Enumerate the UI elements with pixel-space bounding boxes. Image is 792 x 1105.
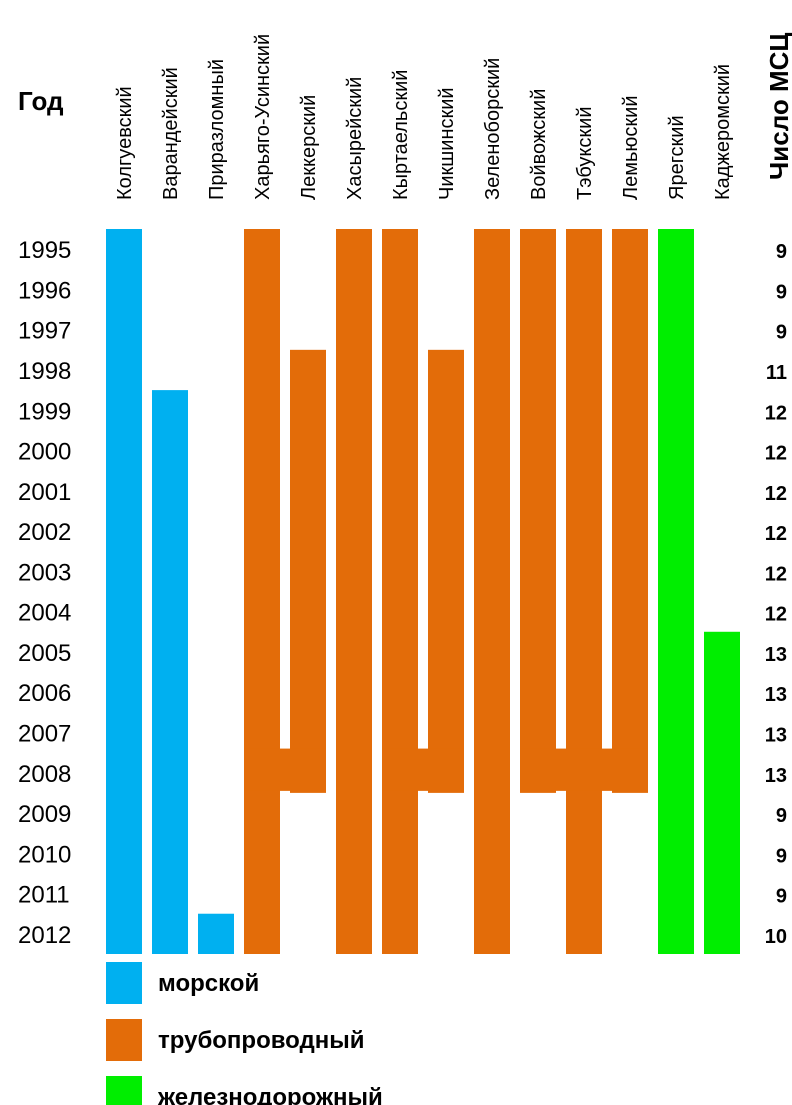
field-label: Колгуевский [114, 86, 136, 200]
legend-label: морской [158, 970, 259, 997]
field-label: Хасырейский [344, 77, 366, 200]
year-label: 2003 [18, 559, 71, 586]
field-labels: Колгуевский Варандейский Приразломный Харья… [114, 34, 734, 200]
year-label: 2005 [18, 640, 71, 667]
field-label: Тэбукский [574, 106, 596, 200]
field-label: Лемьюский [620, 95, 642, 200]
year-label: 2006 [18, 680, 71, 707]
year-label: 2012 [18, 922, 71, 949]
year-label: 2000 [18, 439, 71, 466]
bar-2 [152, 390, 188, 955]
count-label: 9 [776, 281, 787, 303]
year-label: 1997 [18, 318, 71, 345]
bar-11 [566, 229, 602, 954]
year-label: 1996 [18, 277, 71, 304]
count-label: 9 [776, 886, 787, 908]
field-label: Приразломный [206, 59, 228, 200]
legend-label: трубопроводный [158, 1027, 365, 1054]
legend-label: железнодорожный [157, 1084, 383, 1105]
bar-12 [612, 229, 648, 793]
year-label: 2007 [18, 720, 71, 747]
count-label: 12 [765, 604, 787, 626]
year-label: 2011 [18, 882, 70, 909]
count-label: 13 [765, 644, 787, 666]
count-label: 13 [765, 724, 787, 746]
count-label: 9 [776, 805, 787, 827]
bar-5 [290, 349, 326, 793]
legend-swatch [106, 1019, 142, 1061]
count-label: 9 [776, 845, 787, 867]
year-label: 2001 [18, 479, 71, 506]
field-label: Войвожский [528, 89, 550, 200]
count-label: 12 [765, 523, 787, 545]
field-label: Варандейский [160, 67, 182, 200]
merge-connector-1 [244, 748, 326, 791]
count-label: 9 [776, 241, 787, 263]
count-label: 9 [776, 322, 787, 344]
year-label: 1998 [18, 358, 71, 385]
merge-connector-4 [566, 748, 648, 791]
bar-8 [428, 349, 464, 793]
field-label: Леккерский [298, 95, 320, 200]
year-label: 2002 [18, 519, 71, 546]
year-label: 2010 [18, 841, 71, 868]
year-label: 2004 [18, 600, 71, 627]
legend-swatch [106, 1076, 142, 1105]
field-label: Кыртаельский [390, 70, 412, 200]
field-bars [106, 229, 740, 955]
count-header: Число МСЦ [764, 33, 792, 180]
field-label: Ярегский [666, 115, 688, 200]
count-label: 12 [765, 483, 787, 505]
bar-3 [198, 913, 234, 954]
field-label: Каджеромский [712, 64, 734, 200]
count-label: 13 [765, 765, 787, 787]
year-header: Год [18, 86, 64, 116]
year-label: 2008 [18, 761, 71, 788]
bar-6 [336, 229, 372, 954]
bar-13 [658, 229, 694, 954]
year-label: 1995 [18, 237, 71, 264]
bar-4 [244, 229, 280, 954]
legend: морской трубопроводный железнодорожный [106, 962, 383, 1105]
count-label: 10 [765, 926, 787, 948]
bar-10 [520, 229, 556, 793]
year-label: 2009 [18, 801, 71, 828]
year-labels: 1995 1996 1997 1998 1999 2000 2001 2002 2003 2004… [18, 237, 71, 949]
count-label: 13 [765, 684, 787, 706]
bar-7 [382, 229, 418, 954]
bar-14 [704, 631, 740, 954]
count-label: 12 [765, 563, 787, 585]
merge-connector-2 [382, 748, 464, 791]
count-label: 12 [765, 443, 787, 465]
field-label: Зеленоборский [482, 58, 504, 200]
count-label: 12 [765, 402, 787, 424]
legend-swatch [106, 962, 142, 1004]
year-label: 1999 [18, 398, 71, 425]
field-label: Чикшинский [436, 87, 458, 200]
bar-9 [474, 229, 510, 954]
field-label: Харьяго-Усинский [252, 34, 274, 200]
bar-1 [106, 229, 142, 954]
count-labels: 9 9 9 11 12 12 12 12 12 12 13 13 13 13 9 9 9 10 [765, 241, 787, 948]
count-label: 11 [766, 362, 787, 384]
